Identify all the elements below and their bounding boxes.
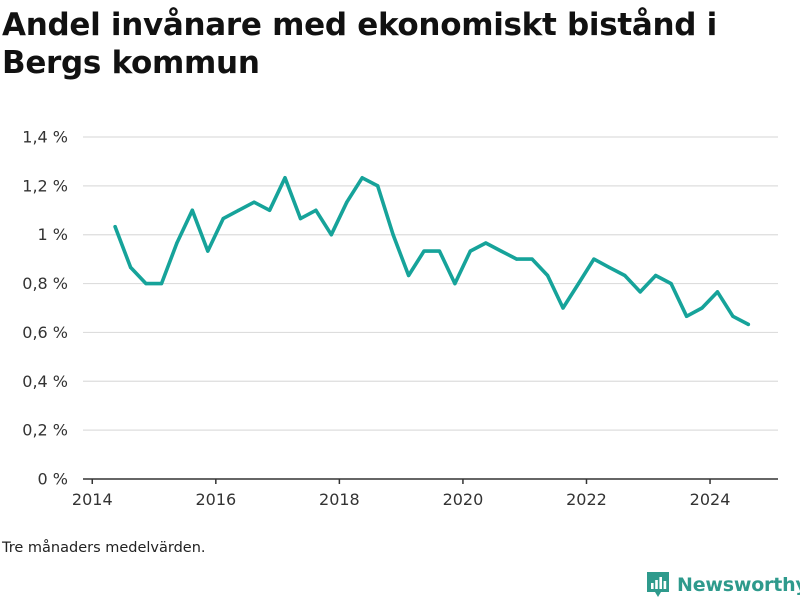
x-axis: 2014 2016 2018 2020 2022 2024	[72, 478, 778, 509]
x-tick-label: 2022	[566, 490, 607, 509]
data-point	[453, 281, 457, 286]
data-point	[530, 257, 534, 261]
brand-logo[interactable]: Newsworthy	[645, 570, 800, 600]
y-axis: 0 % 0,2 % 0,4 % 0,6 % 0,8 % 1 % 1,2 % 1,4 %	[22, 128, 68, 489]
y-tick-label: 0,4 %	[22, 372, 68, 391]
data-point	[144, 281, 148, 286]
data-point	[329, 233, 333, 237]
newsworthy-logo-icon	[647, 572, 669, 597]
data-point	[746, 322, 750, 326]
chart-title: Andel invånare med ekonomiskt bistånd i …	[2, 7, 717, 81]
data-point	[684, 314, 689, 318]
x-tick-label: 2016	[195, 490, 236, 509]
data-point	[669, 281, 673, 286]
y-tick-label: 0,6 %	[22, 323, 68, 342]
x-tick-label: 2024	[690, 490, 731, 509]
data-point	[175, 241, 179, 245]
y-tick-label: 1 %	[38, 225, 68, 244]
data-point	[715, 290, 720, 294]
data-point	[561, 306, 565, 310]
chart-note: Tre månaders medelvärden.	[2, 540, 206, 556]
series-lines	[113, 176, 751, 327]
brand-name: Newsworthy	[677, 574, 800, 596]
data-point	[252, 200, 256, 204]
data-point	[607, 265, 611, 270]
data-point	[700, 306, 704, 310]
y-tick-label: 1,4 %	[22, 128, 68, 147]
grid-lines	[83, 136, 778, 431]
data-point	[623, 273, 627, 278]
data-point	[592, 257, 596, 261]
data-point	[484, 241, 488, 245]
data-point	[406, 273, 411, 278]
data-point	[654, 273, 658, 278]
data-point	[437, 249, 442, 253]
data-point	[731, 314, 735, 318]
data-point	[237, 208, 241, 212]
series-line	[113, 176, 751, 327]
data-point	[391, 233, 395, 237]
y-tick-label: 0,8 %	[22, 274, 68, 293]
x-tick-label: 2018	[319, 490, 360, 509]
data-point	[267, 208, 272, 212]
data-point	[576, 281, 581, 286]
data-point	[345, 200, 349, 204]
data-point	[360, 176, 364, 180]
y-tick-label: 1,2 %	[22, 176, 68, 195]
data-point	[314, 208, 318, 212]
data-point	[206, 249, 210, 253]
data-point	[545, 273, 550, 278]
data-point	[376, 184, 380, 188]
x-tick-label: 2020	[443, 490, 484, 509]
data-point	[422, 249, 426, 253]
data-point	[159, 281, 164, 286]
data-point	[283, 176, 287, 180]
data-point	[499, 249, 503, 253]
data-point	[298, 216, 303, 221]
x-tick-label: 2014	[72, 490, 113, 509]
data-point	[190, 208, 194, 212]
data-point	[468, 249, 472, 253]
data-point	[638, 290, 642, 294]
y-tick-label: 0 %	[38, 470, 68, 489]
data-point	[113, 225, 117, 229]
data-point	[128, 265, 133, 270]
data-point	[221, 216, 225, 221]
data-point	[515, 257, 519, 261]
y-tick-label: 0,2 %	[22, 421, 68, 440]
